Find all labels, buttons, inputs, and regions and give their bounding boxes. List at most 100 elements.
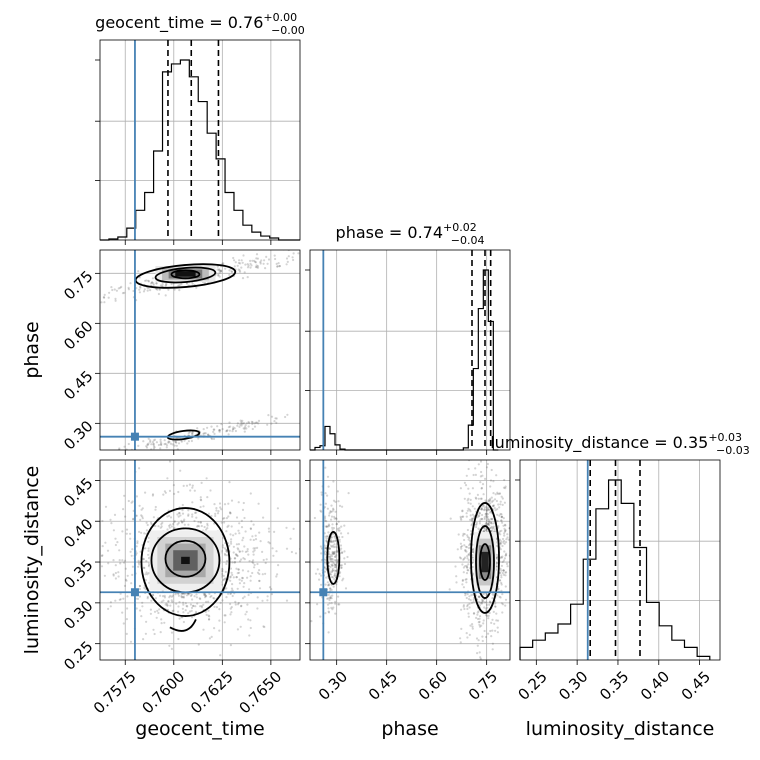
sample-point: [191, 282, 194, 285]
sample-point: [484, 607, 487, 610]
sample-point: [188, 483, 191, 486]
sample-point: [238, 560, 242, 563]
sample-point: [247, 618, 250, 621]
sample-point: [330, 504, 333, 507]
sample-point: [197, 524, 200, 528]
sample-point: [278, 264, 281, 268]
sample-point: [119, 286, 122, 289]
sample-point: [120, 285, 123, 288]
sample-point: [180, 283, 183, 286]
sample-point: [323, 550, 326, 553]
panel-title-phase: phase = 0.74+0.02 −0.04: [336, 221, 485, 247]
sample-point: [469, 498, 472, 501]
sample-point: [276, 573, 279, 576]
sample-point: [461, 579, 464, 583]
sample-point: [234, 261, 237, 264]
sample-point: [489, 526, 493, 529]
sample-point: [324, 502, 327, 505]
sample-point: [137, 559, 140, 563]
sample-point: [147, 442, 150, 445]
sample-point: [486, 614, 489, 618]
sample-point: [500, 564, 503, 568]
sample-point: [213, 503, 216, 506]
sample-point: [229, 592, 232, 596]
sample-point: [331, 558, 334, 561]
sample-point: [459, 487, 462, 490]
sample-point: [335, 559, 338, 562]
sample-point: [465, 515, 468, 518]
sample-point: [483, 516, 486, 519]
sample-point: [115, 289, 118, 292]
sample-point: [216, 268, 219, 271]
sample-point: [236, 547, 239, 550]
sample-point: [331, 576, 334, 579]
sample-point: [165, 602, 168, 605]
sample-point: [191, 501, 194, 504]
sample-point: [182, 620, 185, 624]
sample-point: [472, 549, 475, 552]
sample-point: [467, 612, 470, 615]
sample-point: [462, 557, 466, 560]
sample-point: [275, 417, 278, 420]
hist-bar: [571, 604, 584, 660]
sample-point: [218, 269, 221, 272]
sample-point: [177, 605, 180, 608]
sample-point: [204, 593, 207, 596]
sample-point: [502, 573, 505, 576]
sample-point: [100, 554, 103, 558]
sample-point: [160, 618, 163, 621]
sample-point: [194, 610, 198, 613]
sample-point: [240, 422, 243, 425]
sample-point: [338, 504, 342, 507]
sample-point: [330, 545, 334, 548]
sample-point: [465, 581, 468, 584]
sample-point: [325, 540, 329, 543]
sample-point: [152, 442, 155, 445]
sample-point: [500, 602, 503, 605]
title-main: phase = 0.74: [336, 223, 443, 242]
sample-point: [331, 564, 334, 567]
sample-point: [504, 571, 507, 574]
sample-point: [84, 450, 86, 452]
sample-point: [237, 548, 240, 551]
sample-point: [126, 574, 129, 577]
sample-point: [483, 509, 486, 512]
sample-point: [224, 570, 227, 574]
sample-point: [343, 557, 346, 560]
hist-bar: [478, 309, 483, 450]
sample-point: [478, 623, 481, 626]
sample-point: [476, 613, 479, 616]
sample-point: [227, 524, 230, 527]
sample-point: [500, 569, 503, 572]
sample-point: [143, 566, 146, 570]
sample-point: [230, 538, 233, 541]
sample-point: [475, 523, 478, 526]
sample-point: [461, 563, 464, 566]
sample-point: [147, 437, 150, 440]
sample-point: [341, 579, 344, 582]
sample-point: [234, 532, 237, 535]
sample-point: [500, 516, 503, 519]
sample-point: [461, 578, 464, 582]
sample-point: [482, 530, 485, 533]
sample-point: [233, 427, 236, 430]
sample-point: [501, 560, 504, 564]
sample-point: [92, 559, 94, 561]
sample-point: [110, 522, 113, 525]
sample-point: [149, 521, 153, 524]
sample-point: [149, 440, 152, 443]
hist-bar: [647, 602, 660, 660]
sample-point: [221, 570, 224, 573]
sample-point: [285, 599, 289, 602]
sample-point: [327, 583, 331, 586]
sample-point: [485, 603, 488, 607]
sample-point: [285, 526, 288, 529]
sample-point: [139, 518, 142, 522]
sample-point: [229, 602, 232, 606]
sample-point: [329, 571, 332, 574]
sample-point: [182, 601, 185, 604]
sample-point: [146, 573, 149, 576]
sample-point: [144, 632, 147, 635]
sample-point: [138, 587, 141, 591]
sample-point: [229, 533, 232, 536]
